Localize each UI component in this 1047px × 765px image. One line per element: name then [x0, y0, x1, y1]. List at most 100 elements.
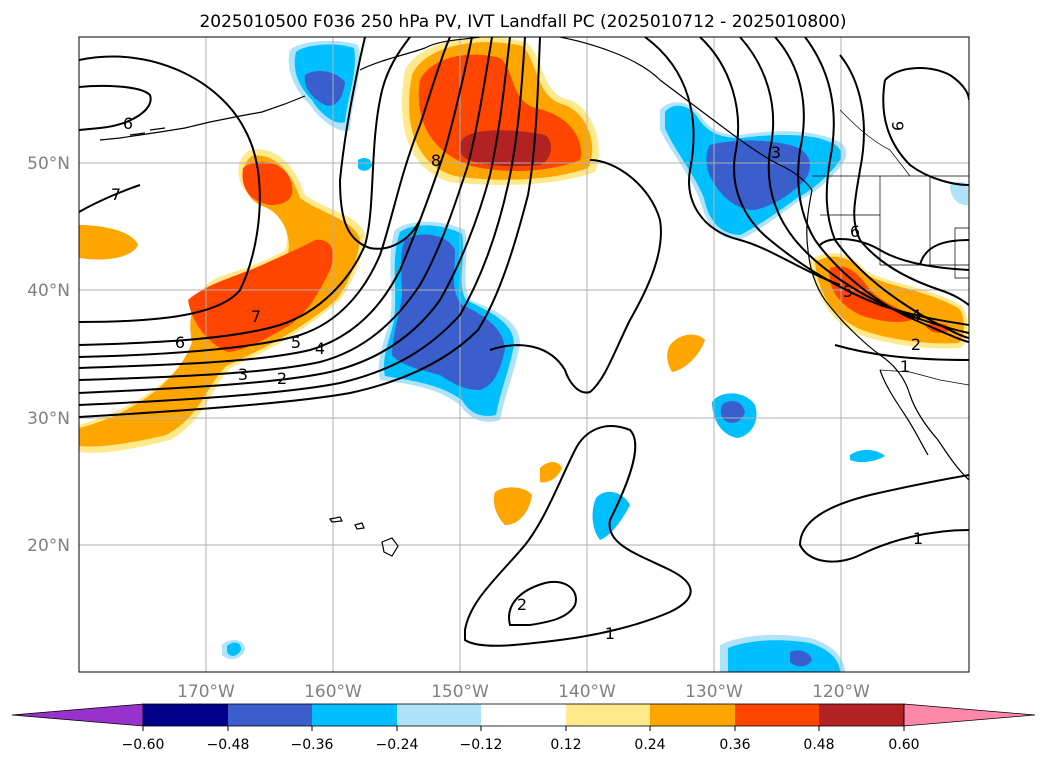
colorbar-tick-label: −0.24 — [376, 737, 419, 753]
coast-bc-alaska — [559, 37, 813, 191]
fill-small-royal-1 — [720, 400, 745, 423]
fill-pnw-royal — [706, 140, 810, 210]
border-us-mexico — [879, 369, 969, 386]
coast-alaska-peninsula — [359, 37, 481, 71]
coast-hawaii-1 — [329, 516, 343, 523]
contour-southeast-1 — [798, 474, 969, 563]
contour-ne-9b — [882, 79, 969, 186]
colorbar-segment — [312, 704, 397, 726]
contour-south-1 — [464, 425, 692, 647]
contour-label: 2 — [517, 595, 527, 614]
contour-ne-ridge-4 — [774, 37, 969, 343]
fill-south-blue — [728, 640, 840, 672]
colorbar-tick-label: 0.60 — [888, 737, 919, 753]
contour-7-west — [79, 184, 141, 213]
lon-label: 140°W — [558, 682, 616, 702]
border-states-3 — [954, 227, 969, 279]
fill-bering-royal — [304, 70, 345, 106]
colorbar-segment — [397, 704, 481, 726]
contour-bering — [338, 37, 421, 250]
contour-south-2 — [508, 580, 577, 626]
coast-baja — [879, 369, 929, 456]
colorbar-segment — [481, 704, 566, 726]
contour-1a — [79, 37, 526, 406]
lat-label: 30°N — [27, 409, 70, 429]
colorbar-frame — [142, 703, 905, 727]
colorbar-tick-label: −0.60 — [122, 737, 165, 753]
fill-south-royal — [790, 650, 812, 667]
colorbar-left-extension — [11, 703, 144, 727]
fill-small-lightblue-1 — [950, 181, 968, 206]
contour-5 — [79, 37, 451, 358]
colorbar: −0.60 −0.48 −0.36 −0.24 −0.12 0.12 0.24 … — [11, 703, 1036, 753]
colorbar-segment — [143, 704, 228, 726]
contour-label: 1 — [605, 624, 615, 643]
contour-label: 7 — [251, 307, 261, 326]
contour-ne-9 — [884, 67, 969, 101]
pv-contours — [79, 37, 969, 647]
contour-big-ridge — [79, 55, 261, 323]
contour-1-east — [834, 344, 969, 361]
contour-ne-ridge-6 — [839, 54, 969, 306]
coast-aleutians — [99, 95, 306, 141]
fill-band-red2 — [242, 161, 293, 205]
contour-6-west — [79, 84, 152, 131]
fill-calif-red — [829, 266, 915, 322]
contour-label: 4 — [315, 339, 325, 358]
border-canada-prov — [839, 109, 911, 177]
colorbar-tick-label: 0.12 — [550, 737, 581, 753]
contour-label: 7 — [111, 185, 121, 204]
colorbar-tick-label: −0.12 — [460, 737, 503, 753]
contour-ne-ridge-3 — [739, 37, 969, 334]
colorbar-ticks: −0.60 −0.48 −0.36 −0.24 −0.12 0.12 0.24 … — [122, 726, 920, 753]
colorbar-tick-label: 0.36 — [719, 737, 750, 753]
colorbar-segment — [228, 704, 312, 726]
figure-title: 2025010500 F036 250 hPa PV, IVT Landfall… — [199, 12, 846, 32]
lon-label: 170°W — [177, 682, 235, 702]
contour-6-east — [819, 238, 969, 271]
fill-small-blue-5 — [227, 642, 242, 656]
contour-label: 8 — [431, 151, 441, 170]
fill-small-blue-6 — [358, 158, 372, 171]
colorbar-segment — [650, 704, 735, 726]
contour-label: 1 — [913, 529, 923, 548]
map-panel: 6 7 8 7 6 5 4 3 2 3 6 9 5 4 2 1 1 2 1 50… — [27, 36, 970, 702]
colorbar-tick-label: −0.48 — [207, 737, 250, 753]
map-frame — [78, 36, 970, 673]
contour-label: 5 — [291, 333, 301, 352]
colorbar-tick-label: −0.36 — [291, 737, 334, 753]
coast-hawaii-3 — [381, 537, 399, 557]
lat-label: 50°N — [27, 154, 70, 174]
fill-small-orange-1 — [667, 334, 705, 372]
contour-labels: 6 7 8 7 6 5 4 3 2 3 6 9 5 4 2 1 1 2 1 — [111, 114, 923, 643]
contour-ne-ridge-2 — [699, 37, 969, 326]
contour-label: 6 — [123, 114, 133, 133]
coast-islands-west — [129, 127, 166, 136]
fill-small-blue-3 — [850, 449, 885, 463]
lon-label: 150°W — [431, 682, 489, 702]
colorbar-segment — [566, 704, 650, 726]
contour-east-box — [919, 239, 969, 266]
longitude-labels: 170°W 160°W 150°W 140°W 130°W 120°W — [177, 682, 870, 702]
contour-ne-ridge-1 — [644, 37, 841, 286]
contour-label: 2 — [277, 369, 287, 388]
fill-small-orange-3 — [540, 462, 562, 483]
colorbar-right-extension — [903, 703, 1036, 727]
fill-gulf-darkred — [459, 130, 552, 167]
fill-central-royal — [392, 234, 505, 390]
fill-band-red — [188, 239, 334, 352]
contour-4 — [79, 37, 473, 369]
fill-small-orange-2 — [493, 487, 532, 525]
lon-label: 130°W — [685, 682, 743, 702]
contour-1b — [79, 37, 541, 418]
graticule — [79, 37, 969, 672]
contour-2 — [79, 37, 511, 394]
lon-label: 160°W — [304, 682, 362, 702]
contour-label: 6 — [850, 222, 860, 241]
contour-label: 3 — [238, 365, 248, 384]
contour-trough-east — [489, 159, 662, 394]
latitude-labels: 50°N 40°N 30°N 20°N — [27, 154, 70, 556]
coast-hawaii-2 — [354, 522, 365, 530]
contour-label: 3 — [771, 143, 781, 162]
